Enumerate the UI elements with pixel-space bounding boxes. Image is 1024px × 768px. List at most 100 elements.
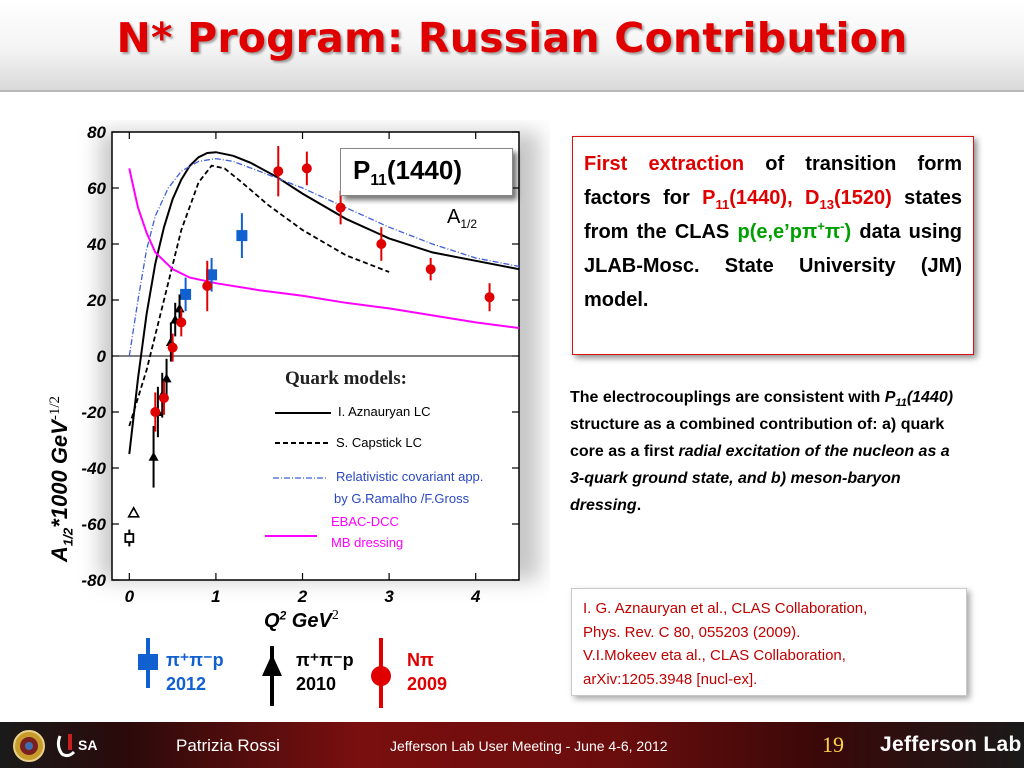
x-tick-label: 4 xyxy=(470,587,481,606)
legend-2012-square-marker xyxy=(138,654,158,670)
data-point-open-triangle xyxy=(127,506,141,518)
dataset-2010-year: 2010 xyxy=(296,674,337,694)
data-point-square xyxy=(206,269,218,281)
speaker-name: Patrizia Rossi xyxy=(176,736,280,755)
amp-main: A xyxy=(447,206,461,228)
amp-sub: 1/2 xyxy=(460,217,478,231)
model-legend-lines xyxy=(265,412,331,537)
data-point-circle xyxy=(335,202,346,213)
reference-line: I. G. Aznauryan et al., CLAS Collaborati… xyxy=(583,600,868,617)
y-tick-label: -80 xyxy=(81,571,106,590)
data-points xyxy=(124,146,495,547)
dataset-2012-reaction: π⁺π⁻p xyxy=(166,650,224,670)
reference-line: Phys. Rev. C 80, 055203 (2009). xyxy=(583,623,801,641)
data-point-square xyxy=(236,230,248,242)
data-point-circle xyxy=(273,166,284,177)
data-point-circle xyxy=(425,264,436,275)
reaction-sup-minus: - xyxy=(840,218,845,234)
xlabel-unit-sup: 2 xyxy=(331,608,339,623)
slide-title: N* Program: Russian Contribution xyxy=(116,14,908,62)
y-axis-label: A1/2*1000 GeV-1/2 xyxy=(47,359,77,599)
state-rest: (1440) xyxy=(386,155,462,185)
d13-rest: (1520) xyxy=(833,187,892,209)
consistency-text-1: The electrocouplings are consistent with xyxy=(570,389,885,406)
y-tick-label: 80 xyxy=(87,123,106,142)
reaction-main: p(e,e’pπ xyxy=(737,221,818,243)
chart-svg: 80 60 40 20 0 -20 -40 -60 -80 0 1 2 3 4 xyxy=(81,123,540,606)
reaction-text: p(e,e’pπ+π-) xyxy=(737,218,852,243)
lab-seal-logo xyxy=(13,730,45,762)
consistency-italic: radial excitation of the nucleon as a 3-… xyxy=(570,443,950,514)
ylabel-main: A xyxy=(47,546,72,563)
data-point-circle xyxy=(484,292,495,303)
reference-line: arXiv:1205.3948 [nucl-ex]. xyxy=(583,670,758,688)
consistency-end: . xyxy=(636,497,642,514)
xlabel-main: Q xyxy=(264,610,280,632)
svg-text:SA: SA xyxy=(78,737,97,753)
state-label-box: P11(1440) xyxy=(340,148,513,196)
first-extraction-lead: First extraction xyxy=(584,153,745,175)
y-tick-label: 20 xyxy=(86,291,106,310)
plot-area: 80 60 40 20 0 -20 -40 -60 -80 0 1 2 3 4 A1/2*1000 GeV… xyxy=(20,120,550,720)
d13-state: D13(1520) xyxy=(805,187,892,212)
first-extraction-box: First extraction of transition form fact… xyxy=(572,136,974,355)
consistency-paragraph: The electrocouplings are consistent with… xyxy=(570,384,965,519)
consistency-text-2: structure as a combined contribution of:… xyxy=(570,416,945,460)
model-label-ramalho-1: Relativistic covariant app. xyxy=(336,469,484,484)
data-point-circle xyxy=(176,317,187,328)
dataset-2012-year: 2012 xyxy=(166,674,207,694)
data-point-open-square xyxy=(124,533,135,543)
y-tick-label: 40 xyxy=(86,235,106,254)
x-tick-label: 3 xyxy=(384,587,394,606)
model-label-ebac-2: MB dressing xyxy=(331,535,404,550)
quark-models-title: Quark models: xyxy=(285,368,407,389)
model-label-aznauryan: I. Aznauryan LC xyxy=(338,404,431,419)
model-curve xyxy=(128,157,520,357)
first-box-text-3: data using JLAB-Mosc. State University (… xyxy=(584,221,963,311)
model-label-ebac-1: EBAC-DCC xyxy=(331,514,399,529)
first-box-text-1: of transition form factors for xyxy=(584,153,963,209)
consistency-p11: P11(1440) xyxy=(885,389,954,410)
dataset-2012-label: π⁺π⁻p 2012 xyxy=(166,648,224,696)
ylabel-sub: 1/2 xyxy=(60,527,76,547)
jefferson-lab-logo-text: Jefferson Lab xyxy=(880,733,1022,756)
dataset-2009-year: 2009 xyxy=(407,674,448,694)
legend-2010-triangle-marker xyxy=(262,654,282,676)
ylabel-rest: *1000 GeV xyxy=(47,420,72,528)
data-point-circle xyxy=(167,342,178,353)
y-tick-label: -20 xyxy=(81,403,106,422)
p11-sub: 11 xyxy=(715,197,730,212)
data-point-circle xyxy=(376,239,387,249)
state-main: P xyxy=(353,155,371,185)
title-band: N* Program: Russian Contribution xyxy=(0,0,1024,92)
xlabel-rest: GeV xyxy=(286,610,332,632)
amplitude-label: A1/2 xyxy=(447,206,477,231)
x-axis-label: Q2 GeV2 xyxy=(264,608,339,633)
d13-sub: 13 xyxy=(819,197,834,212)
reaction-pi: π xyxy=(824,221,841,243)
data-point-circle xyxy=(301,163,312,174)
y-tick-label: 60 xyxy=(87,179,106,198)
data-point-square xyxy=(180,288,192,300)
x-tick-label: 0 xyxy=(125,587,135,606)
dataset-2010-label: π⁺π⁻p 2010 xyxy=(296,648,354,696)
x-tick-label: 2 xyxy=(297,587,308,606)
dataset-legend-markers xyxy=(138,638,391,708)
x-tick-label: 1 xyxy=(211,587,220,606)
y-tick-label: -60 xyxy=(81,515,106,534)
reaction-end: ) xyxy=(844,221,852,243)
reference-line: V.I.Mokeev eta al., CLAS Collaboration, xyxy=(583,647,846,664)
consistency-p-rest: (1440) xyxy=(906,389,954,406)
p11-main: P xyxy=(702,187,716,209)
d13-main: D xyxy=(805,187,820,209)
reaction-sup-plus: + xyxy=(817,218,825,234)
page-number: 19 xyxy=(822,732,844,757)
consistency-p-sub: 11 xyxy=(895,397,907,410)
data-point-circle xyxy=(202,281,213,291)
y-tick-label: -40 xyxy=(81,459,106,478)
footer-bar: SA Patrizia Rossi Jefferson Lab User Mee… xyxy=(0,722,1024,768)
xlabel-sup: 2 xyxy=(279,608,287,623)
model-curve xyxy=(128,164,390,427)
meeting-name: Jefferson Lab User Meeting - June 4-6, 2… xyxy=(390,738,668,754)
legend-2009-circle-marker xyxy=(371,666,391,686)
